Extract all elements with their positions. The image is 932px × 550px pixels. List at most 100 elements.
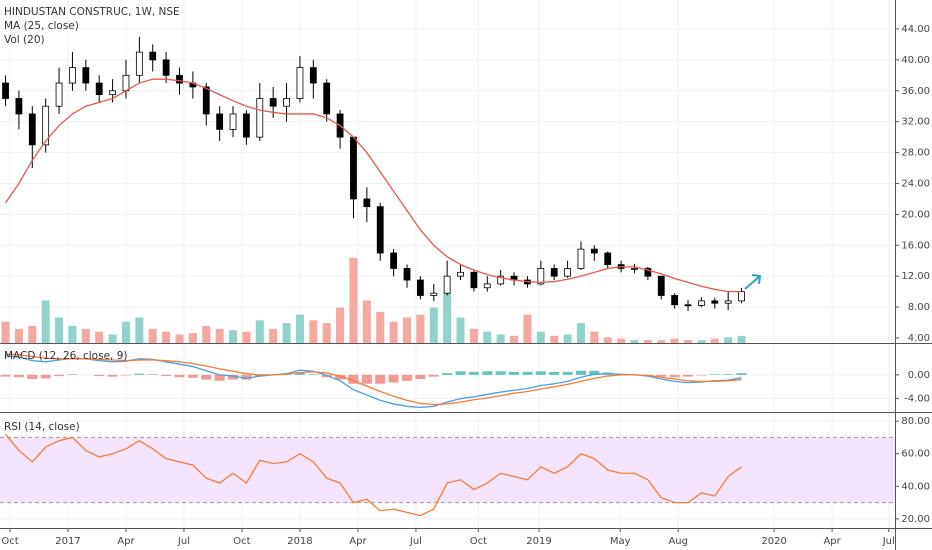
macd-histogram-bar (455, 371, 466, 375)
volume-bar (202, 326, 211, 343)
candle-body (229, 113, 237, 130)
volume-bar (95, 331, 104, 343)
macd-histogram-bar (388, 374, 399, 383)
x-tick-label: Oct (233, 536, 250, 547)
candle-body (443, 275, 451, 294)
volume-bar (576, 323, 585, 343)
overlay-legend: MA (25, close) (4, 20, 79, 32)
candle-body (698, 300, 705, 306)
macd-histogram-bar (40, 374, 51, 379)
y-tick-label: -4.00 (904, 394, 930, 405)
volume-bar (269, 328, 278, 343)
trend-arrow (744, 274, 762, 290)
macd-histogram-bar (67, 374, 78, 375)
candle-body (363, 198, 371, 208)
volume-bar (724, 337, 733, 343)
candle-body (309, 67, 317, 84)
candle-body (738, 291, 745, 302)
macd-histogram-bar (683, 374, 694, 377)
candle-body (82, 67, 90, 84)
candle-body (2, 82, 9, 99)
candle-body (69, 67, 76, 84)
candle-body (657, 275, 665, 296)
macd-histogram-bar (482, 371, 493, 375)
y-tick-label: 24.00 (901, 178, 930, 189)
volume-bar (483, 331, 492, 343)
volume-bar (108, 334, 117, 343)
volume-bar (416, 314, 425, 343)
volume-bar (536, 331, 545, 343)
volume-bar (14, 328, 23, 343)
volume-bar (630, 340, 639, 343)
candle-body (376, 206, 384, 254)
macd-histogram-bar (94, 374, 105, 377)
macd-title: MACD (12, 26, close, 9) (4, 350, 127, 362)
x-tick-label: Jul (409, 536, 422, 547)
volume-bar (121, 321, 130, 343)
macd-histogram-bar (187, 374, 198, 378)
volume-bar (684, 340, 693, 343)
chart-title: HINDUSTAN CONSTRUC, 1W, NSE (4, 6, 180, 18)
candle-body (604, 252, 612, 265)
macd-histogram-bar (415, 374, 426, 380)
y-tick-label: 0.00 (908, 370, 930, 381)
candle-body (711, 300, 719, 304)
candle-body (724, 300, 732, 304)
volume-bar (135, 317, 144, 343)
x-tick-label: Jul (882, 536, 895, 547)
macd-histogram-bar (575, 370, 586, 375)
x-tick-label: 2017 (55, 536, 80, 547)
x-tick-label: Oct (1, 536, 18, 547)
candle-body (202, 86, 210, 115)
candle-body (497, 275, 505, 285)
macd-histogram-bar (562, 371, 573, 375)
volume-bar (710, 338, 719, 343)
volume-bar (670, 338, 679, 343)
macd-histogram-bar (549, 371, 560, 375)
macd-histogram-bar (228, 374, 239, 380)
macd-histogram-bar (509, 371, 520, 375)
candle-body (537, 268, 545, 285)
volume-bar (336, 307, 345, 343)
macd-histogram-bar (535, 371, 546, 375)
y-tick-label: 20.00 (901, 209, 930, 220)
macd-histogram-bar (308, 374, 319, 375)
candle-body (350, 136, 357, 200)
candle-body (256, 98, 264, 138)
volume-bar (376, 311, 385, 343)
candle-body (42, 105, 50, 146)
macd-histogram-bar (736, 373, 747, 375)
volume-bar (175, 334, 184, 343)
y-tick-label: 16.00 (901, 240, 930, 251)
candle-body (296, 67, 304, 99)
volume-bar (81, 328, 90, 343)
macd-histogram-bar (348, 374, 359, 384)
x-tick-label: 2018 (287, 536, 312, 547)
x-tick-label: May (610, 536, 631, 547)
volume-bar (563, 334, 572, 343)
x-tick-label: Apr (117, 536, 135, 547)
candle-body (95, 82, 103, 96)
candle-body (416, 279, 424, 296)
moving-average-line (4, 78, 742, 293)
candle-body (631, 268, 638, 270)
volume-bar (402, 317, 411, 343)
rsi-band (0, 437, 895, 503)
volume-bar (469, 328, 478, 343)
y-tick-label: 20.00 (901, 514, 930, 525)
macd-histogram-bar (214, 374, 225, 381)
volume-bar (443, 293, 452, 343)
macd-histogram-bar (0, 374, 11, 377)
volume-bar (737, 335, 746, 343)
candle-body (430, 292, 438, 296)
signal-line (5, 353, 742, 406)
x-tick-label: 2020 (761, 536, 786, 547)
volume-bar (523, 314, 532, 343)
volume-bar (550, 335, 559, 343)
candle-body (269, 98, 277, 107)
rsi-title: RSI (14, close) (4, 421, 80, 433)
candle-body (644, 268, 652, 277)
macd-histogram-bar (147, 374, 158, 375)
